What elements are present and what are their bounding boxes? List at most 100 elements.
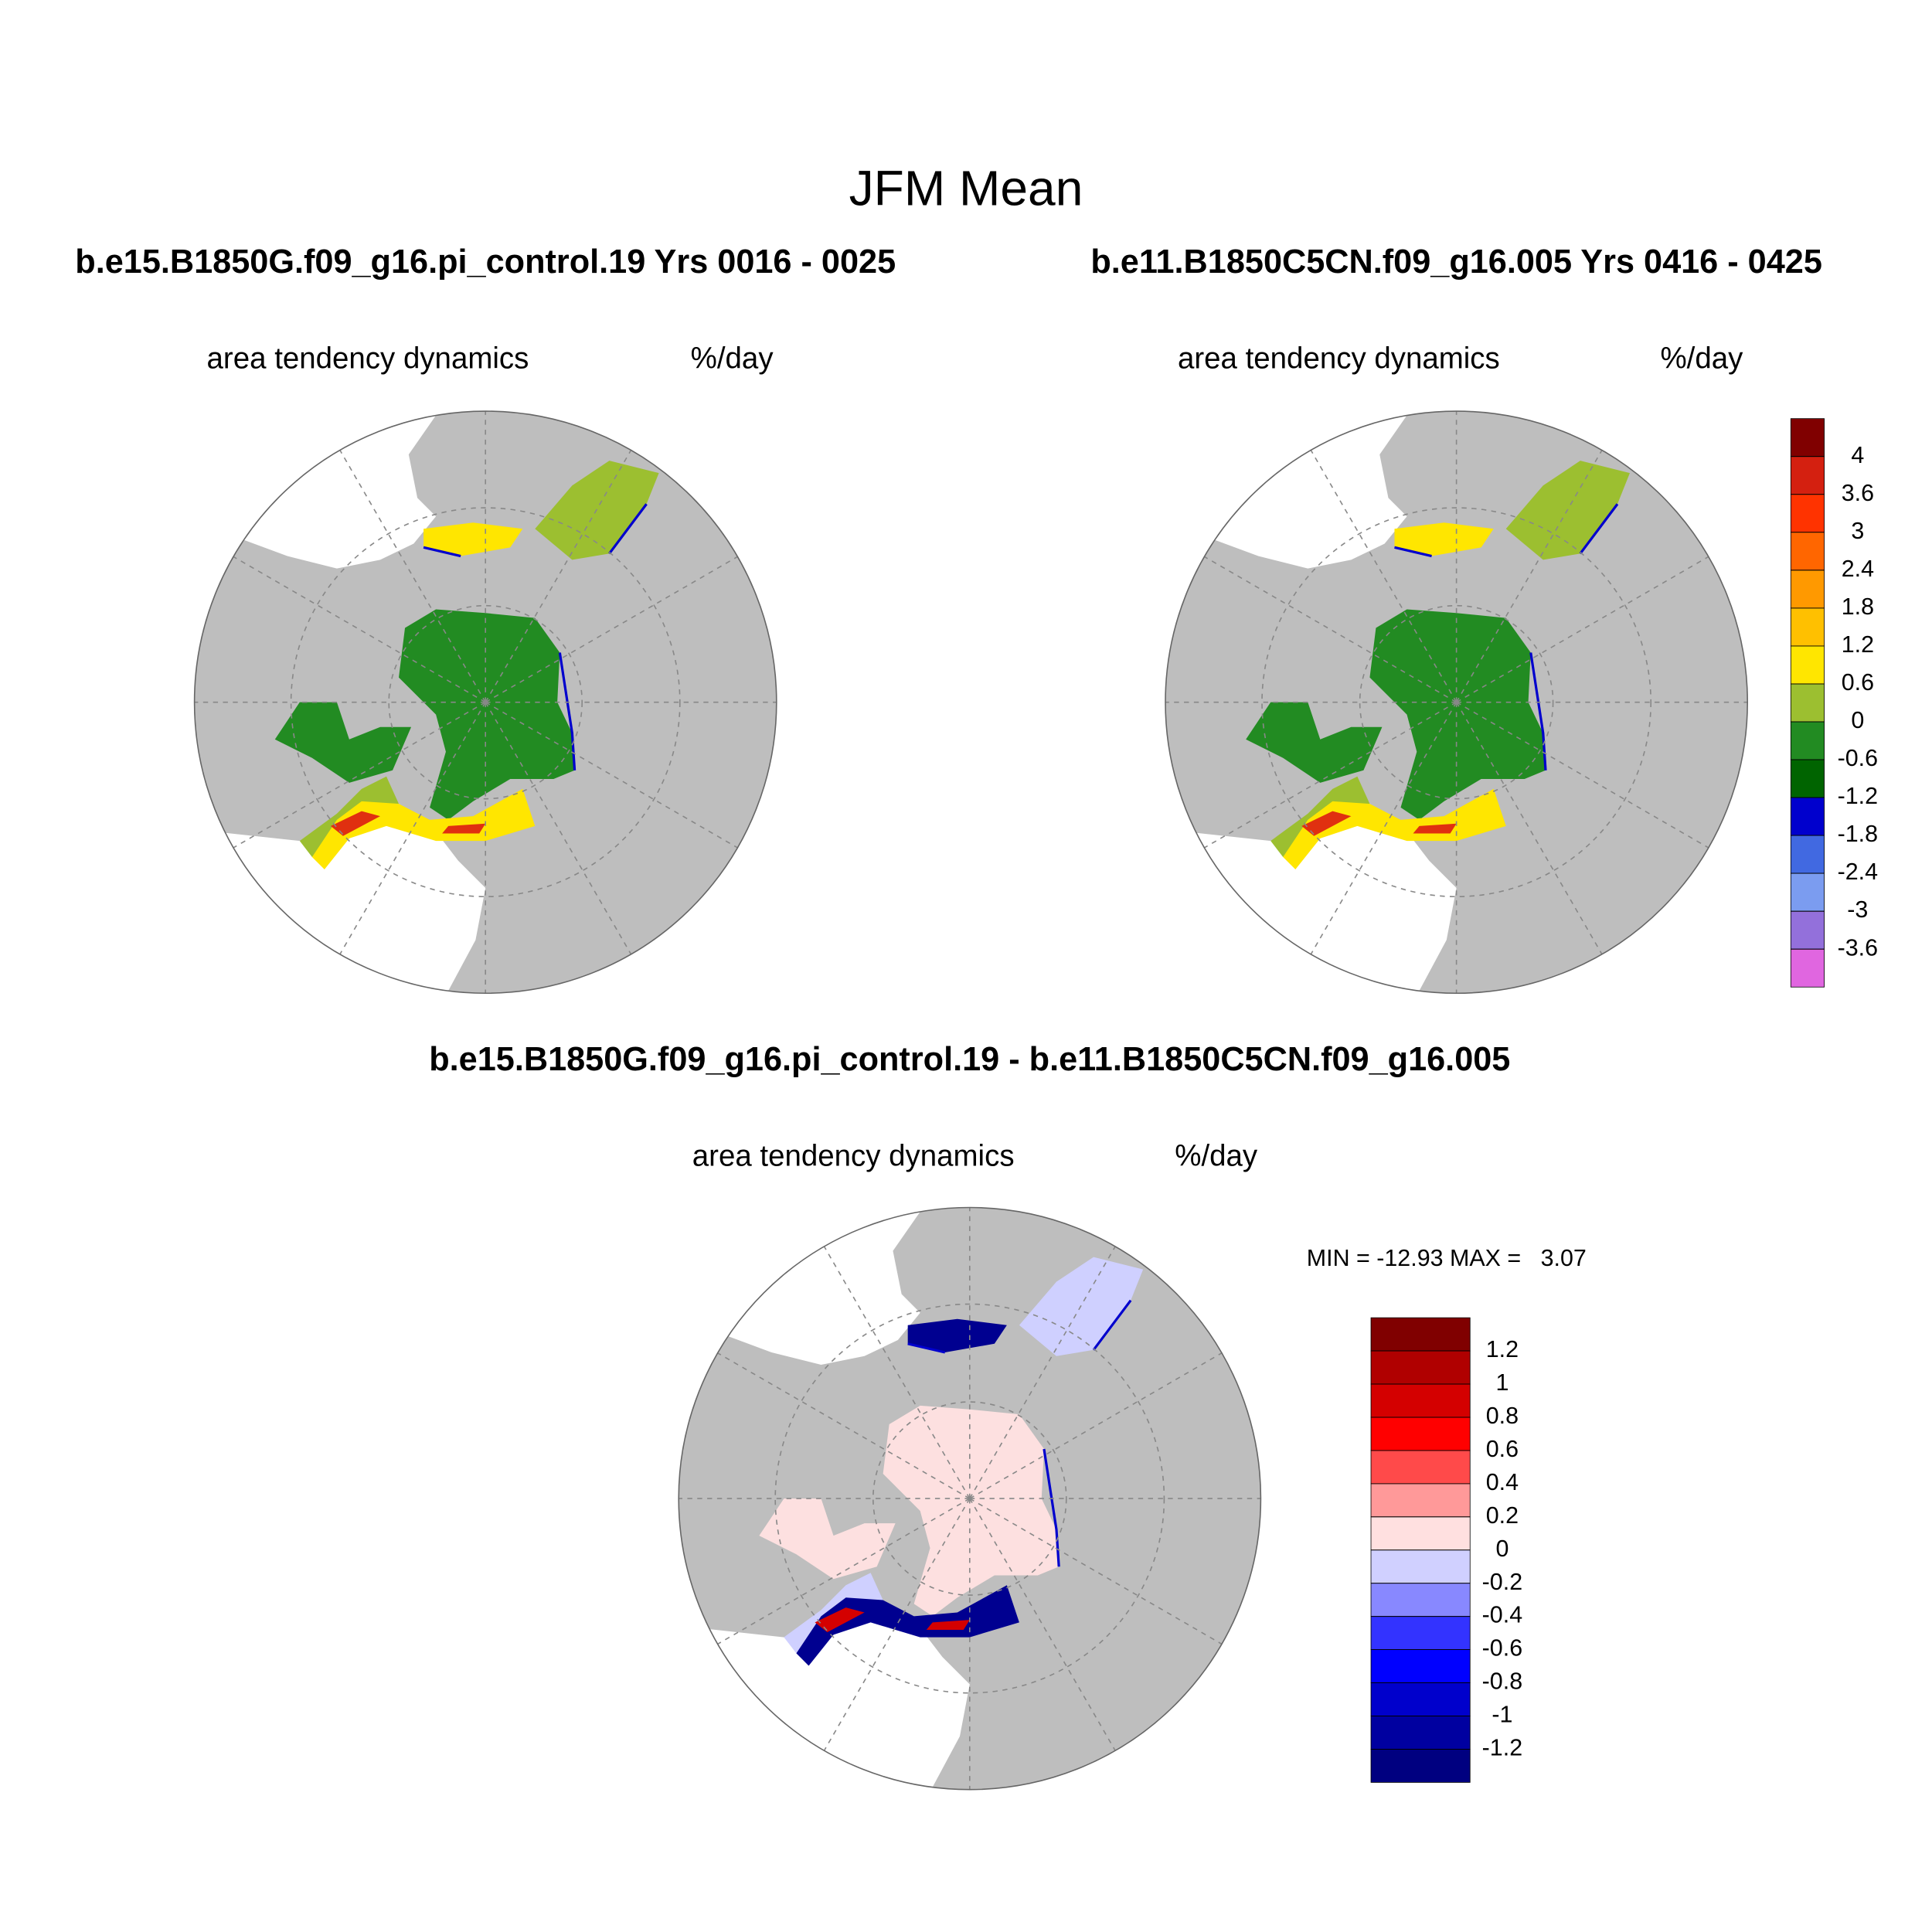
meridian	[339, 450, 486, 703]
meridian	[1204, 556, 1458, 703]
baffin-ice	[759, 1498, 896, 1580]
colorbar-label: 0.2	[1486, 1502, 1519, 1529]
latitude-circle	[388, 604, 583, 800]
pacific-ocean	[1215, 415, 1407, 569]
colorbar-label: 0.6	[1486, 1436, 1519, 1462]
meridian	[1204, 701, 1458, 849]
colorbar-label: 0.8	[1486, 1403, 1519, 1429]
colorbar-box	[1790, 948, 1825, 988]
latitude-circle	[872, 1401, 1067, 1596]
latitude-circle	[1261, 507, 1652, 898]
meridian	[969, 1498, 1223, 1645]
colorbar-box	[1370, 1749, 1471, 1783]
meridian	[1456, 556, 1709, 703]
colorbar-box	[1370, 1649, 1471, 1683]
meridian	[823, 1498, 971, 1751]
colorbar-box	[1790, 532, 1825, 571]
colorbar-box	[1370, 1417, 1471, 1451]
arctic-ice	[1369, 609, 1546, 820]
atlantic-front	[1301, 811, 1457, 836]
colorbar-label: 1.2	[1842, 631, 1874, 658]
arctic-ice	[399, 609, 575, 820]
atlantic-edge	[311, 788, 536, 869]
latitude-circle	[1359, 604, 1554, 800]
atlantic-ocean	[1196, 804, 1457, 992]
colorbar-label: -1	[1492, 1702, 1512, 1728]
colorbar-box	[1370, 1516, 1471, 1551]
pacific-ocean	[728, 1211, 920, 1366]
arctic-ice	[883, 1405, 1060, 1617]
atlantic-ocean	[709, 1600, 970, 1787]
polar-map	[1165, 410, 1749, 995]
latitude-circle	[290, 507, 681, 898]
ice-edge	[423, 503, 648, 770]
colorbar-label: 1.8	[1842, 594, 1874, 620]
meridian	[717, 1352, 971, 1499]
meridian	[485, 702, 632, 955]
baffin-ice	[274, 702, 412, 783]
colorbar-box	[1370, 1383, 1471, 1418]
colorbar-label: -0.2	[1482, 1569, 1522, 1595]
colorbar-box	[1790, 835, 1825, 874]
colorbar-box	[1790, 683, 1825, 723]
colorbar-box	[1370, 1583, 1471, 1617]
panel-title: b.e11.B1850C5CN.f09_g16.005 Yrs 0416 - 0…	[1090, 243, 1822, 281]
atlantic-front	[330, 811, 486, 836]
units-label: %/day	[691, 342, 774, 376]
colorbar-label: -2.4	[1838, 859, 1879, 885]
colorbar-label: -1.8	[1838, 821, 1878, 847]
meridian	[233, 556, 486, 703]
latitude-circle	[774, 1303, 1165, 1694]
bering-edge	[907, 1318, 1007, 1352]
units-label: %/day	[1175, 1140, 1258, 1173]
colorbar-box	[1790, 607, 1825, 647]
colorbar-box	[1790, 645, 1825, 685]
meridian	[969, 1246, 1116, 1499]
meridian	[1456, 701, 1709, 849]
colorbar-label: 0.6	[1842, 669, 1874, 696]
polar-map	[678, 1206, 1262, 1791]
colorbar-box	[1790, 721, 1825, 760]
colorbar-box	[1790, 418, 1825, 457]
map-border	[1165, 410, 1749, 995]
min-max-stats: MIN = -12.93 MAX = 3.07	[1307, 1245, 1587, 1271]
colorbar-box	[1370, 1716, 1471, 1750]
colorbar-box	[1790, 872, 1825, 912]
map-border	[193, 410, 777, 995]
ice-edge	[907, 1299, 1132, 1567]
colorbar-label: 0	[1495, 1536, 1509, 1562]
map-body	[194, 411, 777, 994]
variable-label: area tendency dynamics	[692, 1140, 1015, 1173]
atlantic-front	[815, 1607, 970, 1633]
meridian	[969, 1352, 1223, 1499]
polar-map	[193, 410, 777, 995]
colorbar-box	[1370, 1317, 1471, 1352]
meridian	[485, 556, 738, 703]
map-border	[678, 1206, 1262, 1791]
atlantic-edge	[796, 1585, 1019, 1666]
meridian	[717, 1498, 971, 1645]
atlantic-edge	[1283, 788, 1506, 869]
colorbar-box	[1790, 759, 1825, 798]
colorbar-label: -1.2	[1838, 783, 1878, 809]
colorbar-box	[1370, 1350, 1471, 1385]
colorbar-box	[1790, 797, 1825, 836]
meridian	[1455, 702, 1603, 955]
bering-edge	[1394, 522, 1494, 556]
meridian	[233, 701, 486, 849]
colorbar-label: 1.2	[1486, 1336, 1519, 1362]
colorbar-box	[1370, 1483, 1471, 1518]
figure-title: JFM Mean	[849, 160, 1083, 216]
meridian	[485, 701, 738, 849]
colorbar-box	[1790, 494, 1825, 533]
colorbar-label: 3	[1851, 518, 1864, 544]
colorbar-label: 1	[1495, 1369, 1509, 1396]
colorbar-label: -1.2	[1482, 1735, 1522, 1761]
colorbar-label: 2.4	[1842, 556, 1874, 582]
colorbar-label: 3.6	[1842, 480, 1874, 506]
units-label: %/day	[1660, 342, 1743, 376]
colorbar-box	[1370, 1682, 1471, 1716]
colorbar-box	[1370, 1616, 1471, 1651]
panel-title: b.e15.B1850G.f09_g16.pi_control.19 - b.e…	[429, 1041, 1510, 1078]
